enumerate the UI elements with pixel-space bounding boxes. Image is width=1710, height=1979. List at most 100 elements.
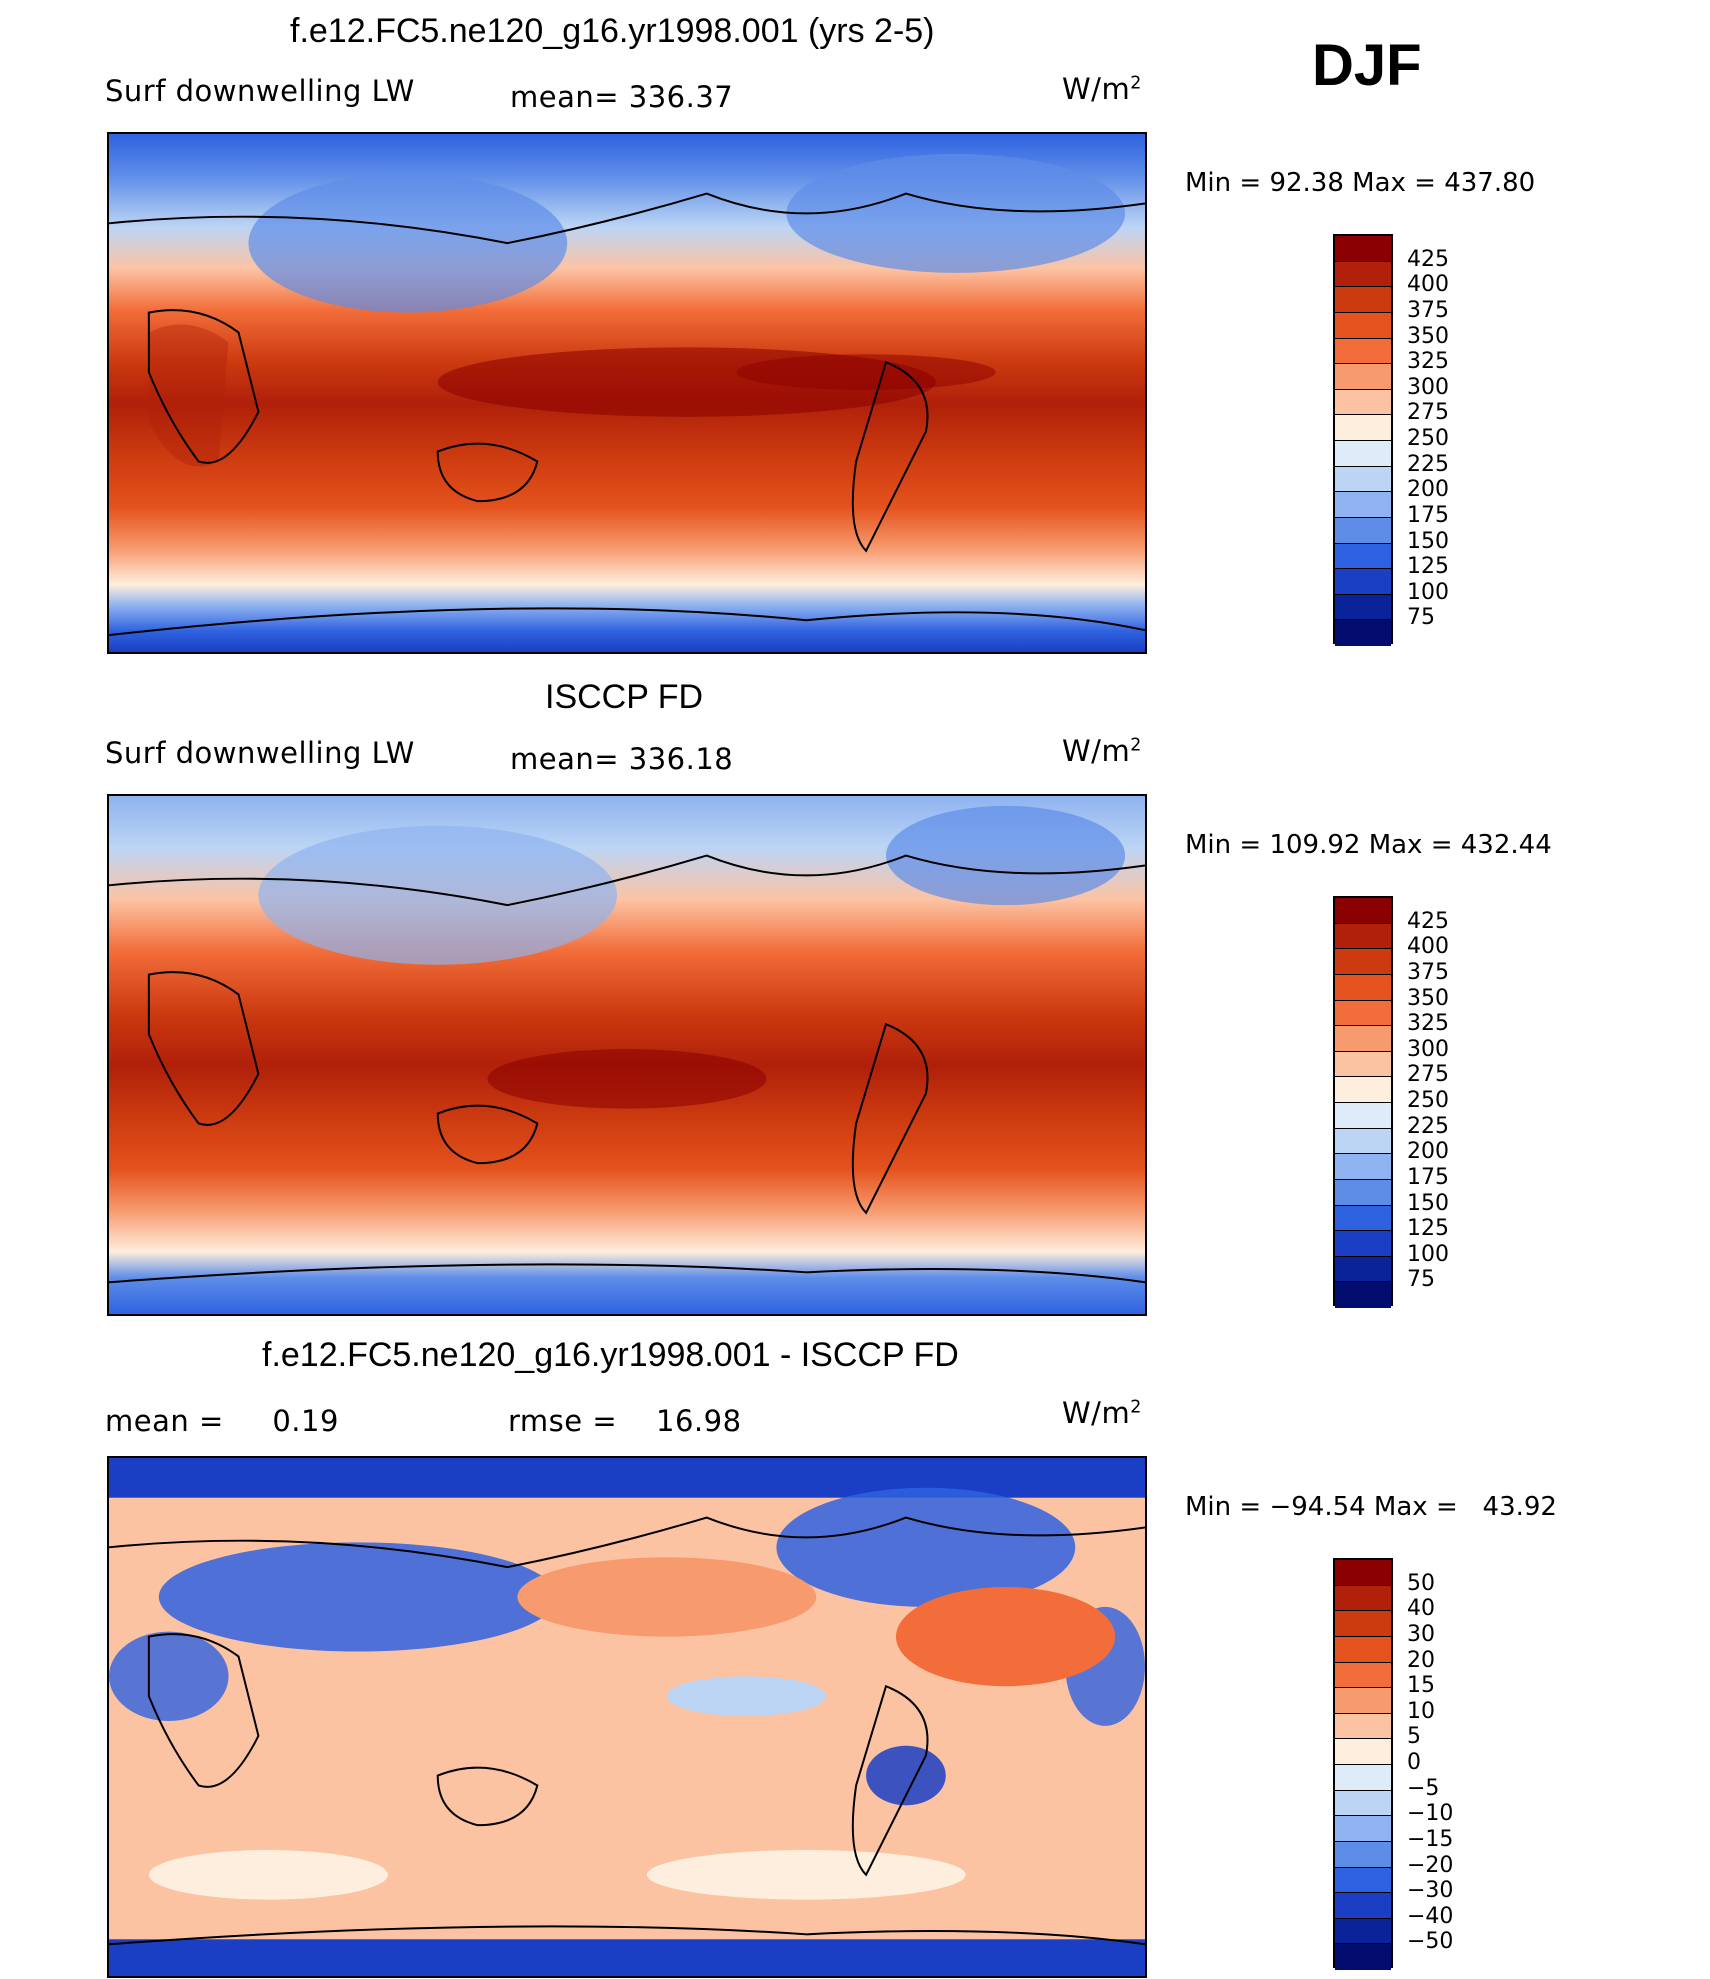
colorbar-swatch: [1335, 569, 1391, 595]
panel-1-minmax: Min = 92.38 Max = 437.80: [1185, 168, 1536, 198]
panel-1-map-graphic: [109, 134, 1145, 652]
panel-2-variable-label: Surf downwelling LW: [105, 736, 415, 770]
colorbar-label: 225: [1407, 1113, 1449, 1139]
panel-1-units: W/m2: [1062, 72, 1142, 106]
colorbar-label: −30: [1407, 1878, 1454, 1904]
colorbar-swatch: [1335, 517, 1391, 544]
colorbar-label: 175: [1407, 1164, 1449, 1190]
colorbar-label: 275: [1407, 1062, 1449, 1088]
colorbar-label: 100: [1407, 1241, 1449, 1267]
panel-3-map: [107, 1456, 1147, 1978]
colorbar-swatch: [1335, 1256, 1391, 1283]
panel-2-title: ISCCP FD: [545, 678, 704, 716]
panel-3-rmse-label: rmse = 16.98: [508, 1404, 742, 1438]
panel-2-colorbar-swatches: [1333, 896, 1393, 1308]
colorbar-swatch: [1335, 543, 1391, 570]
colorbar-swatch: [1335, 1051, 1391, 1078]
colorbar-swatch: [1335, 1765, 1391, 1791]
panel-1-title: f.e12.FC5.ne120_g16.yr1998.001 (yrs 2-5): [290, 12, 935, 50]
colorbar-label: −5: [1407, 1775, 1440, 1801]
colorbar-swatch: [1335, 236, 1391, 262]
panel-3-map-graphic: [109, 1458, 1145, 1976]
panel-2-minmax: Min = 109.92 Max = 432.44: [1185, 830, 1552, 860]
colorbar-swatch: [1335, 1636, 1391, 1663]
colorbar-label: 100: [1407, 579, 1449, 605]
colorbar-label: 75: [1407, 1267, 1435, 1293]
colorbar-label: −50: [1407, 1929, 1454, 1955]
panel-3-mean-label: mean = 0.19: [105, 1404, 339, 1438]
colorbar-label: 400: [1407, 934, 1449, 960]
colorbar-label: −20: [1407, 1852, 1454, 1878]
colorbar-label: 125: [1407, 554, 1449, 580]
colorbar-label: 15: [1407, 1673, 1435, 1699]
colorbar-swatch: [1335, 1128, 1391, 1155]
colorbar-swatch: [1335, 1944, 1391, 1970]
colorbar-label: 325: [1407, 349, 1449, 375]
panel-2-map: [107, 794, 1147, 1316]
colorbar-swatch: [1335, 1841, 1391, 1868]
colorbar-swatch: [1335, 287, 1391, 313]
colorbar-swatch: [1335, 949, 1391, 975]
colorbar-swatch: [1335, 338, 1391, 365]
colorbar-swatch: [1335, 1231, 1391, 1257]
colorbar-swatch: [1335, 364, 1391, 390]
colorbar-swatch: [1335, 1179, 1391, 1206]
panel-2-mean-label: mean= 336.18: [510, 742, 734, 776]
colorbar-swatch: [1335, 1867, 1391, 1894]
colorbar-swatch: [1335, 1611, 1391, 1637]
colorbar-swatch: [1335, 312, 1391, 339]
colorbar-label: 350: [1407, 323, 1449, 349]
colorbar-label: 375: [1407, 959, 1449, 985]
colorbar-swatch: [1335, 974, 1391, 1001]
panel-1-colorbar: 425 400 375 350 325 300 275 250 225 200 175 150 125 1…: [1333, 234, 1533, 646]
panel-3-minmax: Min = −94.54 Max = 43.92: [1185, 1492, 1557, 1522]
colorbar-swatch: [1335, 1790, 1391, 1817]
colorbar-label: −10: [1407, 1801, 1454, 1827]
colorbar-swatch: [1335, 1282, 1391, 1308]
panel-1-map: [107, 132, 1147, 654]
colorbar-label: 50: [1407, 1570, 1435, 1596]
colorbar-swatch: [1335, 1560, 1391, 1586]
colorbar-swatch: [1335, 415, 1391, 441]
panel-1-mean-label: mean= 336.37: [510, 80, 734, 114]
colorbar-swatch: [1335, 1205, 1391, 1232]
colorbar-swatch: [1335, 620, 1391, 646]
colorbar-swatch: [1335, 1585, 1391, 1612]
colorbar-label: 350: [1407, 985, 1449, 1011]
colorbar-label: 200: [1407, 477, 1449, 503]
colorbar-label: 200: [1407, 1139, 1449, 1165]
colorbar-label: 275: [1407, 400, 1449, 426]
colorbar-label: 325: [1407, 1011, 1449, 1037]
panel-1-variable-label: Surf downwelling LW: [105, 74, 415, 108]
colorbar-swatch: [1335, 594, 1391, 621]
colorbar-label: −15: [1407, 1826, 1454, 1852]
colorbar-label: 375: [1407, 297, 1449, 323]
colorbar-label: 400: [1407, 272, 1449, 298]
colorbar-swatch: [1335, 466, 1391, 493]
colorbar-swatch: [1335, 1000, 1391, 1027]
colorbar-swatch: [1335, 923, 1391, 950]
colorbar-label: 30: [1407, 1621, 1435, 1647]
colorbar-label: 300: [1407, 374, 1449, 400]
colorbar-swatch: [1335, 1816, 1391, 1842]
colorbar-label: 225: [1407, 451, 1449, 477]
colorbar-label: 20: [1407, 1647, 1435, 1673]
colorbar-swatch: [1335, 1026, 1391, 1052]
colorbar-swatch: [1335, 1154, 1391, 1180]
colorbar-swatch: [1335, 389, 1391, 416]
colorbar-swatch: [1335, 1918, 1391, 1945]
colorbar-label: 125: [1407, 1216, 1449, 1242]
panel-3-title: f.e12.FC5.ne120_g16.yr1998.001 - ISCCP F…: [262, 1336, 959, 1374]
colorbar-swatch: [1335, 261, 1391, 288]
colorbar-label: 0: [1407, 1750, 1421, 1775]
panel-2-units: W/m2: [1062, 734, 1142, 768]
colorbar-swatch: [1335, 1739, 1391, 1765]
colorbar-label: 250: [1407, 426, 1449, 451]
colorbar-swatch: [1335, 1688, 1391, 1714]
colorbar-swatch: [1335, 1662, 1391, 1689]
panel-3-units: W/m2: [1062, 1396, 1142, 1430]
colorbar-label: 425: [1407, 246, 1449, 272]
season-label: DJF: [1312, 33, 1422, 98]
colorbar-swatch: [1335, 1077, 1391, 1103]
colorbar-label: 150: [1407, 528, 1449, 554]
